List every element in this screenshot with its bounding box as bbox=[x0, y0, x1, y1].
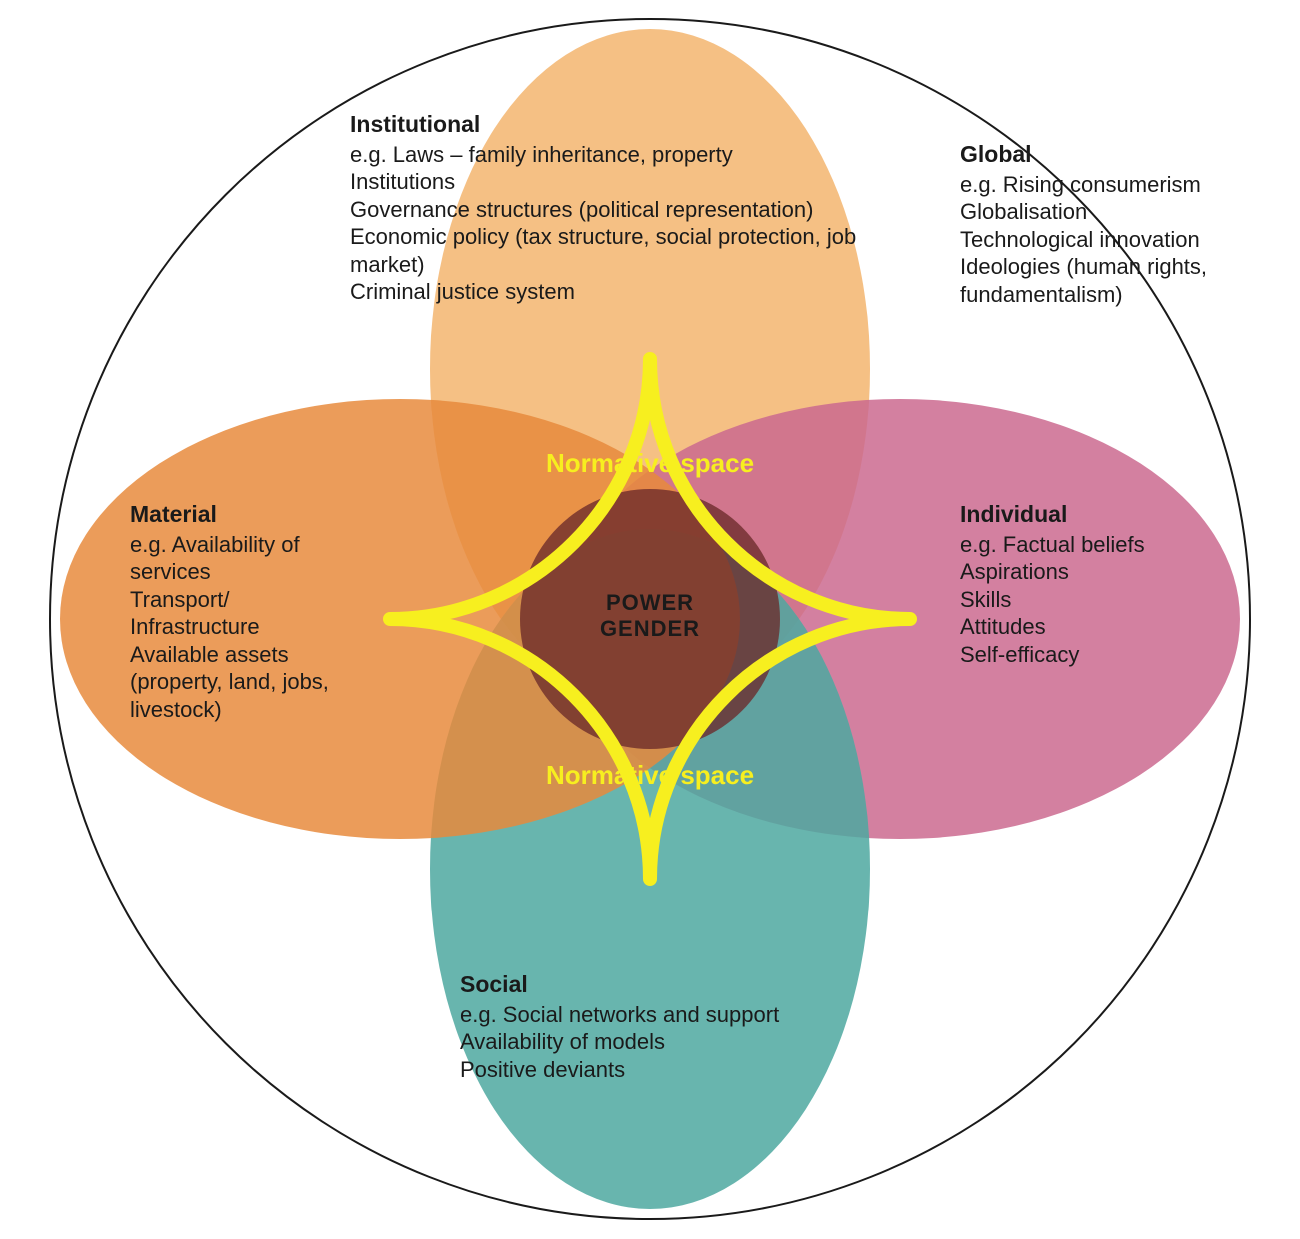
section-title: Institutional bbox=[350, 110, 870, 139]
section-institutional: Institutional e.g. Laws – family inherit… bbox=[350, 110, 870, 306]
normative-label-bottom: Normative space bbox=[520, 760, 780, 791]
section-title: Material bbox=[130, 500, 360, 529]
section-social: Social e.g. Social networks and supportA… bbox=[460, 970, 880, 1083]
section-body: e.g. Rising consumerismGlobalisationTech… bbox=[960, 171, 1260, 309]
section-title: Global bbox=[960, 140, 1260, 169]
section-individual: Individual e.g. Factual beliefsAspiratio… bbox=[960, 500, 1190, 668]
section-material: Material e.g. Availability of servicesTr… bbox=[130, 500, 360, 723]
section-title: Individual bbox=[960, 500, 1190, 529]
center-line1: POWER bbox=[560, 590, 740, 616]
center-label: POWER GENDER bbox=[560, 590, 740, 642]
section-body: e.g. Availability of servicesTransport/I… bbox=[130, 531, 360, 724]
center-line2: GENDER bbox=[560, 616, 740, 642]
section-body: e.g. Factual beliefsAspirationsSkillsAtt… bbox=[960, 531, 1190, 669]
section-global: Global e.g. Rising consumerismGlobalisat… bbox=[960, 140, 1260, 308]
diagram-stage: POWER GENDER Normative space Normative s… bbox=[0, 0, 1300, 1239]
section-body: e.g. Laws – family inheritance, property… bbox=[350, 141, 870, 306]
normative-label-top: Normative space bbox=[520, 448, 780, 479]
section-body: e.g. Social networks and supportAvailabi… bbox=[460, 1001, 880, 1084]
section-title: Social bbox=[460, 970, 880, 999]
